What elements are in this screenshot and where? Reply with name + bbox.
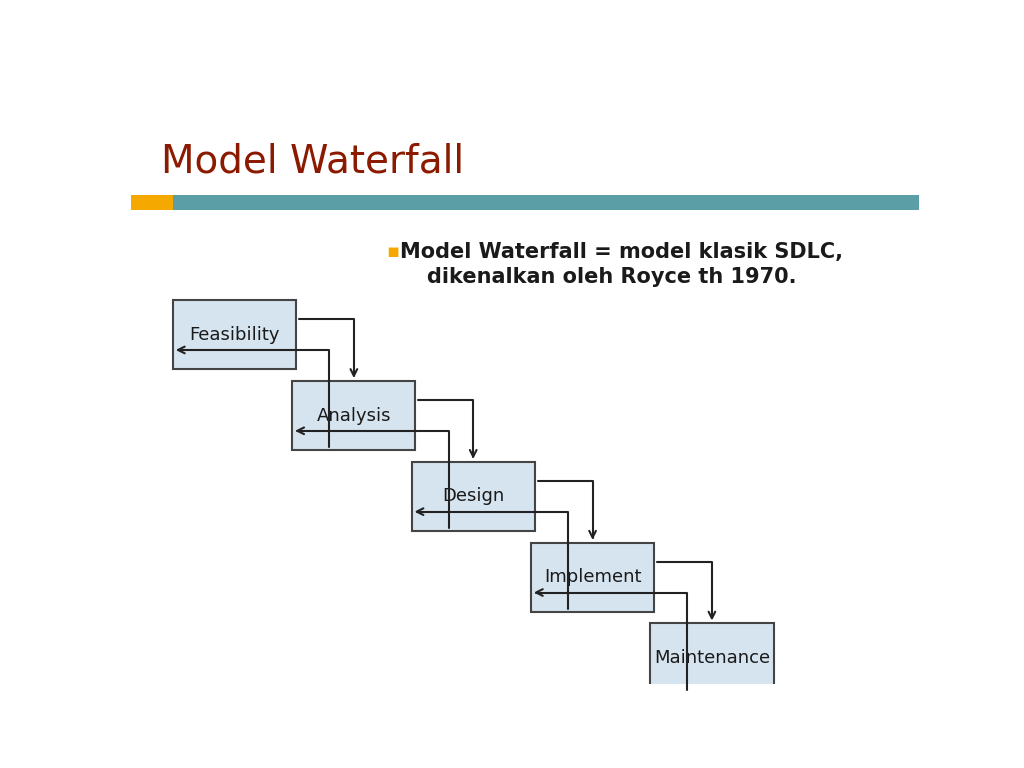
Text: Analysis: Analysis [316, 406, 391, 425]
Text: Feasibility: Feasibility [189, 326, 280, 344]
Text: Model Waterfall: Model Waterfall [162, 142, 465, 180]
Bar [173, 300, 296, 369]
Bar [531, 543, 654, 612]
Text: Implement: Implement [544, 568, 641, 586]
Text: ▪: ▪ [386, 243, 399, 261]
Bar [650, 624, 773, 693]
Bar [173, 194, 920, 210]
Text: Maintenance: Maintenance [654, 649, 770, 667]
Text: dikenalkan oleh Royce th 1970.: dikenalkan oleh Royce th 1970. [427, 267, 797, 287]
Text: Design: Design [442, 488, 505, 505]
Bar [292, 381, 416, 450]
Bar [131, 194, 173, 210]
Text: Model Waterfall = model klasik SDLC,: Model Waterfall = model klasik SDLC, [400, 243, 843, 263]
Bar [412, 462, 535, 531]
